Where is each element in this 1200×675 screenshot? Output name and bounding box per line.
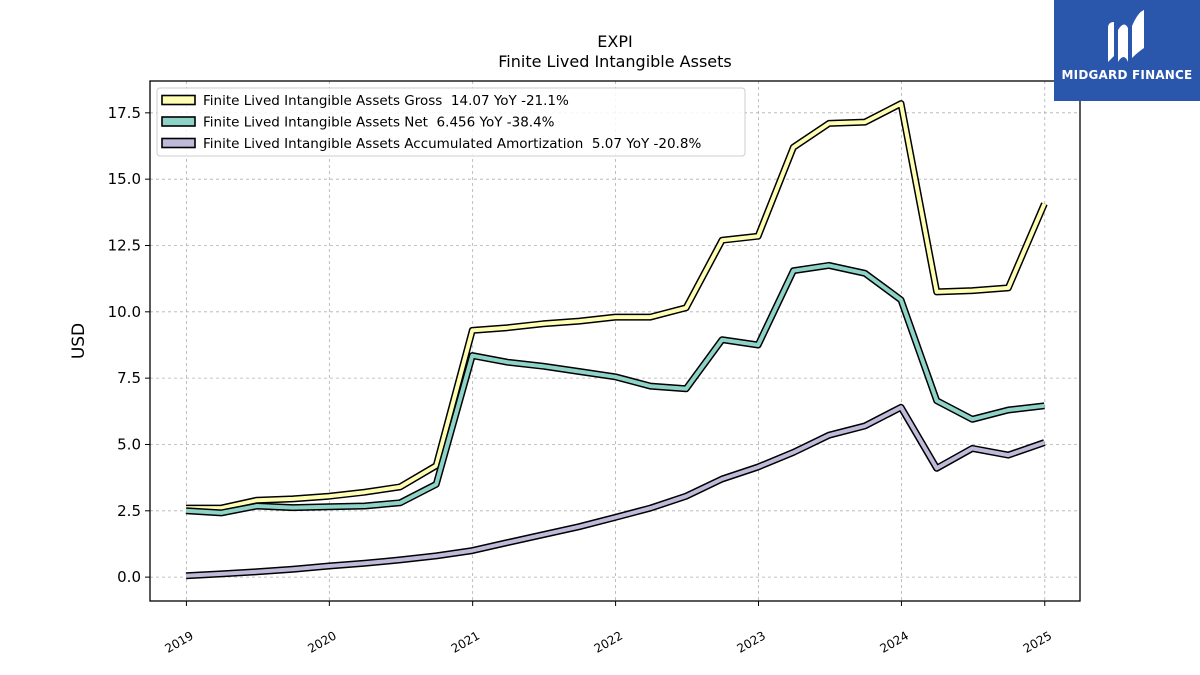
y-tick-label: 15.0 <box>108 170 141 188</box>
x-tick-label: 2019 <box>162 628 195 655</box>
brand-logo: MIDGARD FINANCE <box>1054 0 1200 101</box>
x-tick-label: 2022 <box>592 628 625 655</box>
y-axis-label: USD <box>69 323 89 359</box>
legend-swatch <box>161 94 196 106</box>
y-tick-label: 12.5 <box>108 236 141 254</box>
plot-frame <box>149 80 1081 602</box>
logo-text: MIDGARD FINANCE <box>1061 68 1193 82</box>
x-axis: 2019 2020 2021 2022 2023 2024 2025 <box>162 601 1054 656</box>
x-tick-label: 2023 <box>735 628 768 655</box>
legend-label: Finite Lived Intangible Assets Net 6.456… <box>203 115 555 131</box>
x-tick-label: 2021 <box>449 628 482 655</box>
legend-label: Finite Lived Intangible Assets Gross 14.… <box>203 93 569 109</box>
series-line-1 <box>186 101 1047 511</box>
series-lines <box>185 100 1048 580</box>
y-tick-label: 2.5 <box>117 502 141 520</box>
x-tick-label: 2020 <box>305 628 338 655</box>
legend-label: Finite Lived Intangible Assets Accumulat… <box>203 136 701 152</box>
y-tick-label: 5.0 <box>117 435 141 453</box>
legend-box <box>156 87 746 157</box>
y-tick-label: 10.0 <box>108 303 141 321</box>
series-line-3 <box>185 405 1046 578</box>
x-tick-label: 2024 <box>877 628 910 655</box>
chart-subtitle: Finite Lived Intangible Assets <box>498 52 731 71</box>
x-tick-label: 2025 <box>1021 628 1054 655</box>
legend-swatch <box>161 137 196 149</box>
midgard-logo-icon <box>1108 10 1144 63</box>
grid <box>150 81 1080 601</box>
y-tick-label: 0.0 <box>117 568 141 586</box>
y-tick-label: 7.5 <box>117 369 141 387</box>
y-tick-label: 17.5 <box>108 104 141 122</box>
y-axis: 0.0 2.5 5.0 7.5 10.0 12.5 15.0 17.5 <box>108 104 150 586</box>
legend: Finite Lived Intangible Assets Gross 14.… <box>156 87 746 157</box>
legend-swatch <box>161 116 196 127</box>
series-line-2 <box>185 263 1045 515</box>
chart-title: EXPI <box>597 32 632 51</box>
